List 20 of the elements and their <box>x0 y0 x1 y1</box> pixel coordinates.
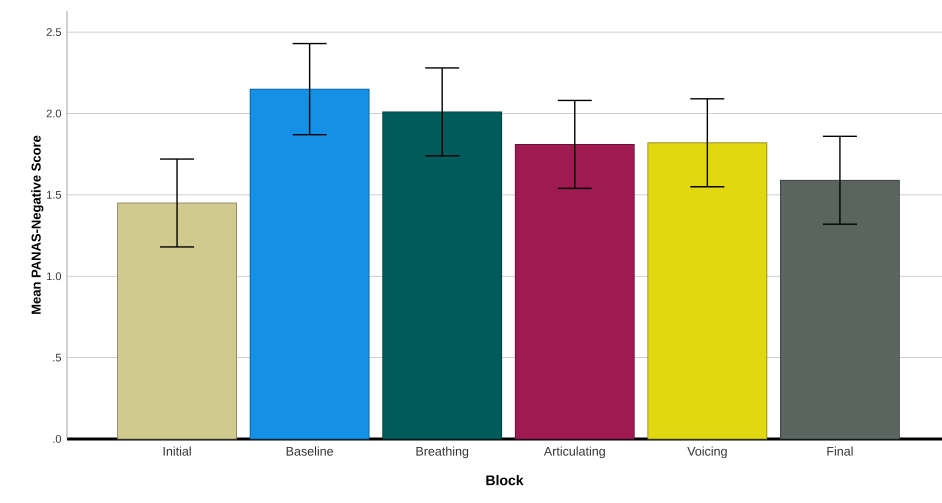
x-tick-label: Final <box>827 446 853 456</box>
x-axis-title: Block <box>486 475 524 486</box>
bar <box>647 142 768 440</box>
x-tick-label: Breathing <box>416 446 468 458</box>
x-tick-label: Baseline <box>286 446 334 456</box>
y-tick-label: 1.5 <box>47 191 62 199</box>
y-tick-label: 2.5 <box>46 28 62 36</box>
x-tick-label: Initial <box>164 446 191 456</box>
x-tick-label: Articulating <box>544 446 605 458</box>
bar <box>250 88 370 440</box>
x-tick-label: Voicing <box>687 446 727 458</box>
y-tick-label: 1.0 <box>47 272 62 280</box>
bar <box>382 111 502 440</box>
bar <box>514 144 635 440</box>
bar <box>117 202 237 440</box>
y-tick-label: 2.0 <box>46 110 62 118</box>
y-axis-title: Mean PANAS-Negative Score <box>31 136 44 314</box>
y-tick-label: .0 <box>53 435 62 443</box>
y-tick-label: .5 <box>53 354 62 362</box>
bar <box>780 180 900 440</box>
